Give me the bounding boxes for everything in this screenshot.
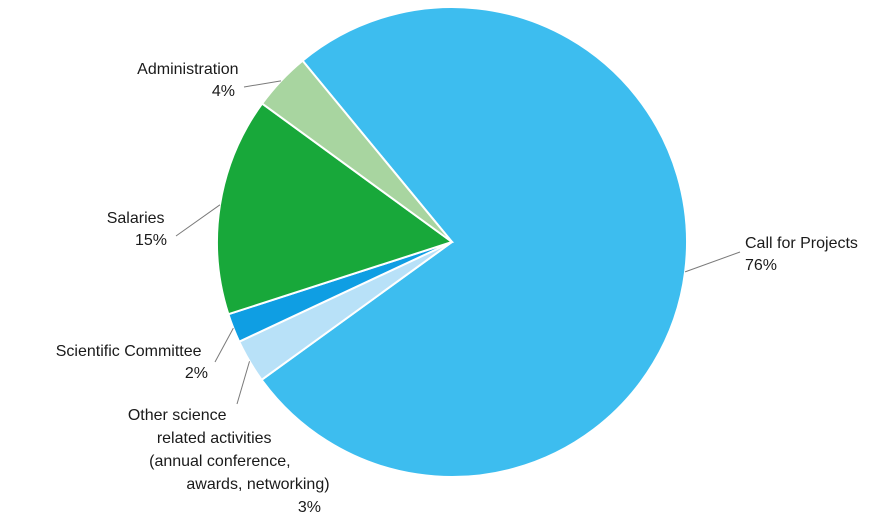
label-administration-line-1: Administration (137, 61, 238, 78)
leader-line-other-science (236, 361, 250, 405)
pie-slices (216, 6, 688, 478)
leader-line-call-for-projects (684, 251, 741, 273)
label-other-science-line-4: awards, networking) (186, 476, 329, 493)
label-other-science-pct: 3% (298, 499, 321, 516)
leader-lines (175, 80, 741, 405)
label-scientific-committee-pct: 2% (185, 365, 208, 382)
label-salaries: Salaries 15% (107, 210, 169, 249)
leader-line-salaries (175, 204, 221, 237)
label-scientific-committee-line-1: Scientific Committee (56, 343, 202, 360)
label-other-science-line-3: (annual conference, (149, 453, 290, 470)
pie-slice-administration (260, 59, 453, 243)
label-other-science-line-2: related activities (157, 430, 272, 447)
label-other-science-line-1: Other science (128, 407, 227, 424)
label-scientific-committee: Scientific Committee 2% (56, 343, 208, 382)
pie-slice-call (260, 6, 688, 478)
label-call-for-projects-line-1: Call for Projects (745, 235, 858, 252)
label-salaries-line-1: Salaries (107, 210, 165, 227)
label-call-for-projects: Call for Projects 76% (745, 235, 862, 274)
leader-line-scientific-committee (214, 327, 234, 363)
label-call-for-projects-pct: 76% (745, 257, 777, 274)
label-administration: Administration 4% (137, 61, 243, 100)
leader-line-administration (243, 80, 282, 88)
label-salaries-pct: 15% (135, 232, 167, 249)
label-administration-pct: 4% (212, 83, 235, 100)
label-other-science: Other science related activities (annual… (128, 407, 334, 516)
